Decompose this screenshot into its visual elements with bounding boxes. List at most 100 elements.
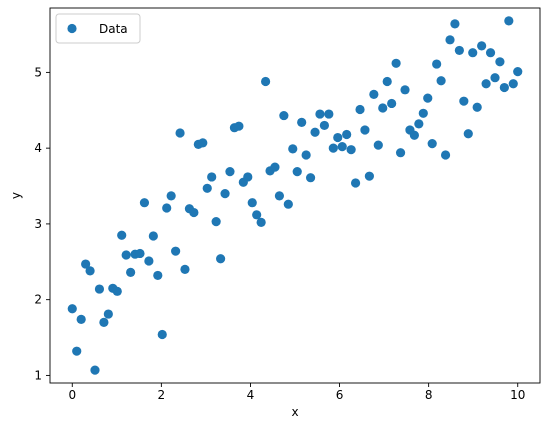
data-point	[157, 329, 167, 340]
data-point	[495, 57, 505, 67]
data-point	[171, 246, 181, 256]
legend: Data	[55, 13, 141, 44]
y-tick-label: 2	[34, 293, 42, 307]
data-point	[234, 121, 244, 131]
data-point	[99, 317, 109, 327]
x-tick-label: 8	[425, 388, 433, 402]
data-point	[315, 109, 325, 119]
data-point	[305, 173, 316, 183]
data-point	[481, 79, 491, 89]
data-point	[468, 48, 478, 58]
data-point	[342, 129, 352, 140]
data-point	[126, 267, 136, 277]
data-point	[189, 207, 199, 218]
data-point	[463, 129, 473, 139]
data-point	[508, 79, 518, 89]
data-point	[504, 16, 514, 26]
data-point	[243, 172, 253, 182]
data-point	[387, 98, 397, 109]
data-point	[139, 198, 150, 208]
data-point	[459, 96, 469, 106]
data-point	[274, 191, 285, 201]
data-point	[350, 178, 361, 188]
data-point	[472, 102, 482, 112]
y-tick-label: 5	[34, 65, 42, 79]
data-point	[454, 45, 464, 56]
plot-frame	[49, 7, 541, 384]
data-point	[270, 162, 280, 172]
data-point	[301, 150, 311, 160]
data-point	[85, 266, 95, 276]
data-point	[198, 138, 208, 148]
legend-label: Data	[99, 22, 128, 36]
data-point	[225, 167, 235, 177]
data-point	[279, 110, 289, 121]
data-point	[391, 58, 401, 68]
data-point	[423, 93, 433, 103]
data-point	[207, 172, 217, 182]
data-point	[364, 171, 374, 181]
data-point	[450, 19, 460, 29]
data-point	[90, 365, 100, 375]
x-axis-label: x	[291, 405, 298, 419]
x-tick-label: 4	[247, 388, 255, 402]
data-point	[418, 108, 428, 118]
x-tick-label: 6	[336, 388, 344, 402]
data-point	[382, 76, 392, 87]
data-point	[162, 203, 172, 213]
data-point	[283, 199, 293, 209]
data-point	[288, 144, 298, 154]
data-point	[310, 127, 320, 137]
data-point	[148, 231, 158, 241]
data-point	[67, 304, 77, 314]
data-point	[328, 143, 338, 153]
data-point	[369, 89, 379, 99]
data-point	[324, 109, 334, 119]
data-point	[337, 142, 347, 152]
data-point	[211, 217, 221, 227]
data-point	[261, 76, 271, 87]
y-tick-label: 3	[34, 217, 42, 231]
data-point	[436, 76, 446, 86]
data-point	[445, 35, 455, 45]
data-point	[513, 67, 523, 77]
data-point	[360, 125, 370, 135]
data-point	[135, 248, 145, 259]
legend-marker	[67, 23, 77, 34]
y-tick-label: 1	[34, 368, 42, 382]
data-point	[202, 183, 212, 193]
data-point	[292, 167, 302, 177]
data-point	[144, 256, 154, 266]
data-point	[117, 230, 127, 240]
data-point	[256, 217, 266, 227]
data-point	[247, 198, 257, 208]
data-point	[427, 139, 437, 149]
data-point	[81, 259, 91, 269]
data-point	[153, 270, 163, 281]
x-tick-label: 2	[158, 388, 166, 402]
data-point	[400, 85, 410, 95]
data-point	[485, 48, 496, 58]
points-layer	[67, 16, 523, 375]
data-point	[490, 73, 500, 83]
data-point	[121, 250, 131, 260]
x-tick-label: 0	[68, 388, 76, 402]
y-axis-label: y	[9, 192, 23, 199]
data-point	[175, 128, 185, 138]
data-point	[355, 104, 365, 115]
data-point	[76, 314, 86, 324]
data-point	[395, 148, 406, 158]
data-point	[432, 59, 442, 69]
data-point	[252, 210, 262, 220]
data-point	[94, 284, 105, 294]
data-point	[378, 103, 388, 113]
data-point	[72, 346, 82, 356]
data-point	[414, 119, 424, 129]
data-point	[166, 191, 176, 201]
data-point	[477, 41, 487, 51]
data-point	[297, 117, 307, 127]
data-point	[440, 150, 451, 160]
data-point	[499, 82, 509, 93]
